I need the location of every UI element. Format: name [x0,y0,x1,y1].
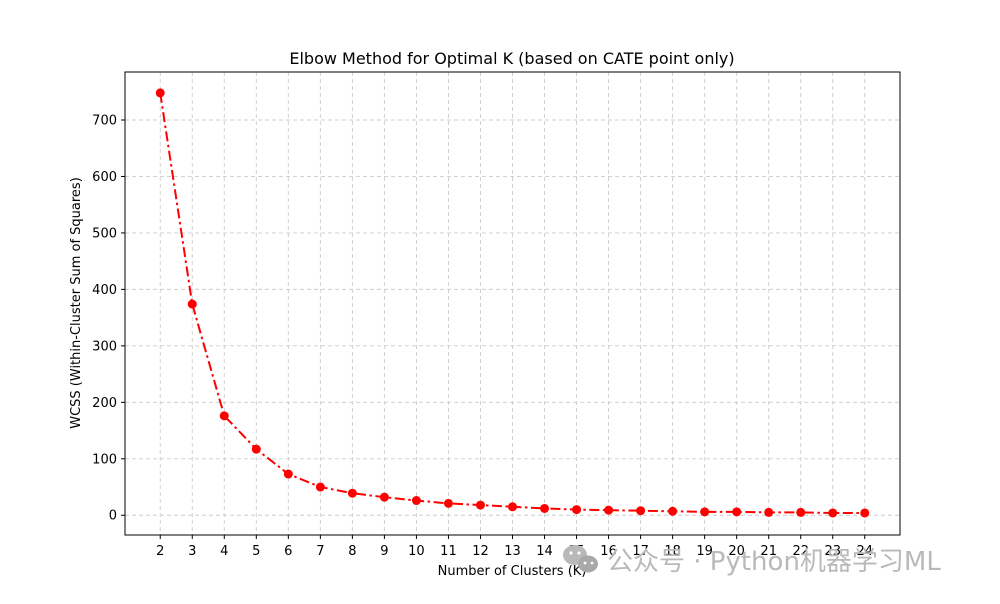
x-tick-label: 23 [824,544,841,559]
x-tick-label: 17 [632,544,649,559]
data-point [668,506,678,516]
y-tick-label: 500 [92,226,117,241]
data-point [860,508,870,518]
x-tick-label: 16 [600,544,617,559]
x-tick-label: 5 [252,544,260,559]
y-tick-label: 300 [92,339,117,354]
data-point [572,505,582,515]
x-tick-label: 10 [408,544,425,559]
x-tick-label: 7 [316,544,324,559]
data-point [411,496,421,506]
watermark: 公众号 · Python机器学习ML [563,545,941,577]
data-point [443,498,453,508]
grid-layer [125,72,900,535]
y-tick-label: 200 [92,396,117,411]
x-tick-label: 20 [728,544,745,559]
data-point [764,507,774,517]
data-point [283,469,293,479]
data-point [540,503,550,513]
data-point [700,507,710,517]
y-tick-label: 100 [92,452,117,467]
data-point [796,507,806,517]
data-point [219,411,229,421]
axes-layer: 2345678910111213141516171819202122232401… [92,71,901,559]
x-tick-label: 3 [188,544,196,559]
x-tick-label: 13 [504,544,521,559]
x-tick-label: 6 [284,544,292,559]
x-axis-label: Number of Clusters (K) [438,564,587,579]
x-tick-label: 22 [792,544,809,559]
data-point [347,488,357,498]
y-axis-label: WCSS (Within-Cluster Sum of Squares) [69,177,84,429]
watermark-text: 公众号 · Python机器学习ML [607,547,941,577]
y-tick-label: 400 [92,283,117,298]
data-point [315,482,325,492]
series-layer [155,88,870,518]
data-point [732,507,742,517]
data-point [508,502,517,512]
y-tick-label: 0 [109,509,117,524]
x-tick-label: 19 [696,544,713,559]
x-tick-label: 11 [440,544,457,559]
x-tick-label: 18 [664,544,681,559]
x-tick-label: 2 [156,544,164,559]
x-tick-label: 9 [380,544,388,559]
wechat-icon [563,545,598,573]
data-point [251,444,261,454]
chart-title: Elbow Method for Optimal K (based on CAT… [289,49,734,68]
data-point [604,505,614,515]
data-point [155,88,165,98]
x-tick-label: 14 [536,544,553,559]
data-point [475,500,485,510]
data-point [187,299,197,309]
y-tick-label: 700 [92,113,117,128]
y-tick-label: 600 [92,170,117,185]
x-tick-label: 24 [856,544,873,559]
x-tick-label: 8 [348,544,356,559]
data-point [828,508,838,518]
data-point [636,506,646,516]
series-line [159,92,865,514]
x-tick-label: 12 [472,544,489,559]
x-tick-label: 21 [760,544,777,559]
x-tick-label: 4 [220,544,228,559]
data-point [379,492,389,502]
